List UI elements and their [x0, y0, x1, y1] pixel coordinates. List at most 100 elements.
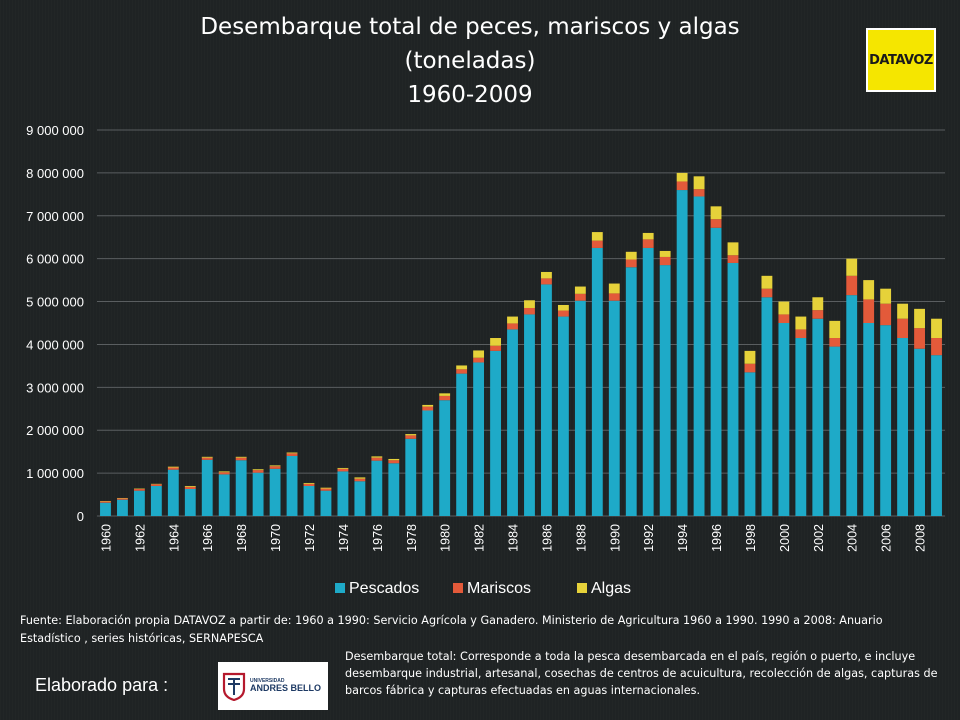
bar-algas-1970: [269, 465, 281, 467]
bar-algas-1995: [693, 176, 705, 190]
bar-pescados-1992: [642, 247, 654, 516]
bar-pescados-1979: [422, 410, 434, 516]
bar-algas-1983: [490, 338, 501, 346]
bar-algas-1993: [659, 250, 671, 257]
bar-pescados-1960: [100, 502, 111, 516]
x-tick-label: 1998: [744, 524, 758, 552]
bar-pescados-1985: [524, 314, 535, 516]
bar-algas-1968: [235, 456, 247, 458]
bar-algas-1965: [184, 485, 196, 487]
bar-mariscos-1980: [439, 395, 451, 401]
bar-algas-2000: [778, 301, 790, 315]
bar-mariscos-1991: [625, 259, 637, 268]
bar-mariscos-2004: [846, 275, 858, 296]
bar-pescados-1963: [150, 485, 162, 516]
bar-pescados-1999: [761, 297, 773, 516]
bar-mariscos-1995: [693, 189, 705, 197]
bar-algas-2001: [795, 316, 807, 330]
university-logo-line1: UNIVERSIDAD: [250, 678, 285, 684]
bar-mariscos-1993: [659, 256, 671, 266]
x-tick-label: 2000: [778, 524, 792, 552]
bar-mariscos-1977: [388, 460, 400, 464]
bar-pescados-1994: [676, 190, 688, 517]
bar-mariscos-1996: [710, 219, 722, 228]
y-tick-label: 1 000 000: [26, 466, 84, 481]
bar-algas-1988: [574, 286, 586, 294]
bar-algas-1982: [473, 350, 485, 358]
bar-mariscos-1962: [133, 488, 145, 491]
x-tick-label: 1996: [710, 524, 724, 552]
y-tick-label: 0: [77, 509, 84, 524]
bar-pescados-1961: [117, 499, 128, 516]
bar-mariscos-1979: [422, 406, 434, 411]
bar-mariscos-2007: [897, 318, 909, 339]
bar-pescados-1974: [337, 471, 349, 516]
x-tick-label: 1966: [201, 524, 215, 552]
legend-label-mariscos: Mariscos: [467, 580, 531, 597]
source-note: Fuente: Elaboración propia DATAVOZ a par…: [20, 614, 883, 645]
university-logo: UNIVERSIDAD ANDRES BELLO: [218, 662, 328, 710]
bar-algas-2003: [829, 320, 841, 339]
bar-algas-1981: [456, 365, 468, 370]
bar-mariscos-1965: [184, 486, 196, 489]
bar-mariscos-1986: [541, 278, 552, 285]
made-for-label: Elaborado para :: [35, 675, 169, 695]
bar-mariscos-1972: [303, 483, 315, 486]
bar-algas-1972: [303, 482, 315, 484]
university-emblem-icon: [222, 672, 246, 701]
x-tick-label: 2008: [914, 524, 928, 552]
bar-mariscos-2008: [914, 328, 925, 349]
bar-mariscos-2009: [931, 338, 942, 356]
bar-algas-2008: [914, 308, 925, 329]
bar-algas-1989: [591, 232, 603, 241]
x-tick-label: 1992: [642, 524, 656, 552]
bar-algas-2009: [931, 318, 942, 339]
bar-mariscos-1970: [269, 466, 281, 469]
bar-pescados-2007: [897, 338, 909, 516]
bar-pescados-1970: [269, 468, 281, 516]
x-tick-label: 1976: [371, 524, 385, 552]
bar-pescados-1966: [201, 459, 213, 516]
bar-mariscos-1964: [167, 467, 179, 470]
bar-pescados-1984: [507, 329, 518, 516]
bar-algas-1969: [252, 469, 264, 471]
bar-mariscos-1999: [761, 288, 773, 298]
x-tick-label: 1980: [439, 524, 453, 552]
bar-pescados-1969: [252, 472, 264, 516]
bar-mariscos-1989: [591, 240, 603, 248]
bar-pescados-1991: [625, 267, 637, 516]
legend-label-algas: Algas: [591, 580, 631, 597]
y-tick-label: 3 000 000: [26, 380, 84, 395]
bar-mariscos-1967: [218, 472, 230, 475]
bar-algas-1996: [710, 206, 722, 220]
bar-algas-1999: [761, 275, 773, 289]
bar-algas-1975: [354, 477, 366, 479]
bar-algas-1980: [439, 393, 451, 396]
bar-mariscos-1992: [642, 239, 654, 248]
bar-mariscos-1960: [100, 501, 111, 503]
bar-algas-1978: [405, 434, 417, 436]
x-tick-label: 1988: [574, 524, 588, 552]
bar-pescados-1983: [490, 350, 501, 516]
definition-note: Desembarque total: Corresponde a toda la…: [345, 650, 938, 697]
legend-swatch-mariscos: [453, 583, 463, 593]
bar-mariscos-1969: [252, 470, 264, 473]
bar-pescados-1972: [303, 485, 315, 516]
y-tick-label: 9 000 000: [26, 123, 84, 138]
bar-mariscos-2005: [863, 299, 875, 323]
bar-pescados-1980: [439, 400, 451, 516]
bar-pescados-1968: [235, 460, 247, 516]
x-tick-label: 1972: [303, 524, 317, 552]
bar-mariscos-1994: [676, 181, 688, 191]
bar-pescados-2009: [931, 355, 942, 516]
bar-mariscos-1968: [235, 457, 247, 461]
datavoz-logo-text: DATAVOZ: [869, 52, 933, 68]
bar-pescados-1988: [574, 300, 586, 516]
x-tick-label: 1964: [167, 524, 181, 552]
bar-pescados-1975: [354, 481, 366, 516]
bar-algas-2004: [846, 258, 858, 276]
x-tick-label: 1984: [507, 524, 521, 552]
bar-pescados-1962: [133, 490, 145, 516]
bar-algas-2002: [812, 297, 824, 311]
bar-mariscos-1978: [405, 435, 417, 439]
